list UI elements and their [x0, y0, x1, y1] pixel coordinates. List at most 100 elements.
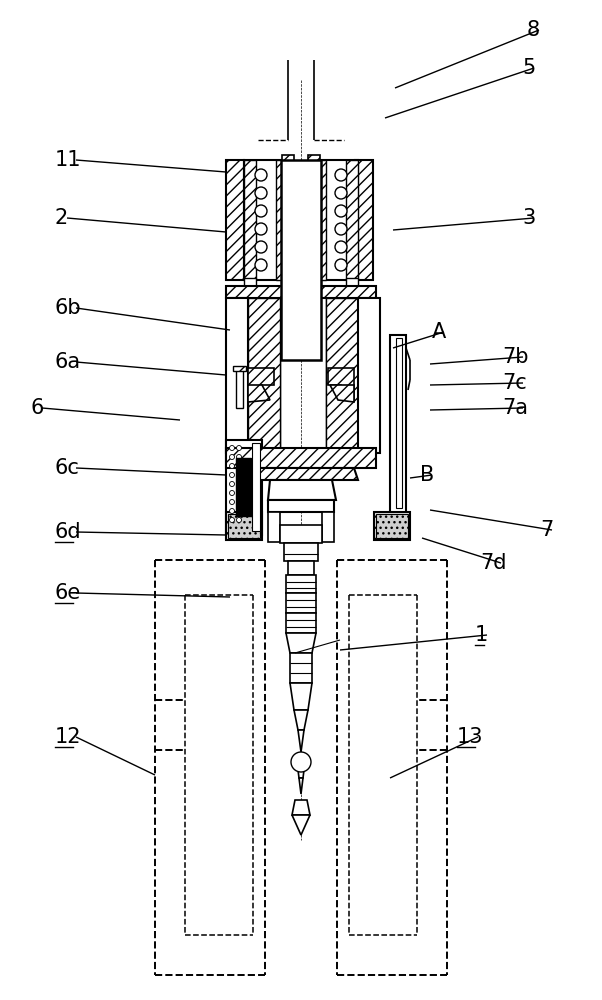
- Circle shape: [229, 446, 235, 450]
- Bar: [236, 458, 251, 516]
- Bar: [308, 155, 320, 165]
- Text: 2: 2: [55, 208, 68, 228]
- Text: 6b: 6b: [55, 298, 82, 318]
- Circle shape: [229, 464, 235, 468]
- Text: 6a: 6a: [55, 352, 81, 372]
- Bar: [376, 514, 408, 538]
- Bar: [226, 440, 262, 535]
- Circle shape: [255, 205, 267, 217]
- Bar: [394, 335, 402, 515]
- Bar: [280, 525, 322, 543]
- Bar: [248, 298, 280, 453]
- Bar: [314, 160, 326, 280]
- Polygon shape: [268, 480, 336, 500]
- Text: 8: 8: [527, 20, 540, 40]
- Circle shape: [255, 259, 267, 271]
- Bar: [226, 298, 248, 453]
- Bar: [244, 278, 256, 286]
- Bar: [355, 160, 373, 280]
- Circle shape: [237, 473, 241, 478]
- Text: 6: 6: [30, 398, 43, 418]
- Circle shape: [335, 241, 347, 253]
- Bar: [244, 160, 288, 280]
- Bar: [286, 593, 316, 613]
- Bar: [326, 298, 358, 453]
- Circle shape: [237, 454, 241, 460]
- Polygon shape: [292, 800, 310, 815]
- Bar: [226, 286, 376, 298]
- Polygon shape: [330, 385, 354, 402]
- Polygon shape: [248, 385, 270, 402]
- Text: 12: 12: [55, 727, 81, 747]
- Circle shape: [335, 187, 347, 199]
- Bar: [233, 366, 246, 371]
- Bar: [236, 368, 243, 408]
- Bar: [286, 575, 316, 593]
- Bar: [228, 514, 260, 538]
- Polygon shape: [290, 683, 312, 710]
- Bar: [268, 500, 334, 512]
- Bar: [286, 613, 316, 633]
- Polygon shape: [297, 762, 305, 778]
- Text: 1: 1: [475, 625, 488, 645]
- Bar: [288, 561, 314, 575]
- Circle shape: [255, 169, 267, 181]
- Text: 13: 13: [457, 727, 483, 747]
- Bar: [268, 512, 280, 542]
- Bar: [244, 160, 256, 280]
- Bar: [226, 448, 376, 468]
- Bar: [390, 335, 406, 515]
- Bar: [346, 160, 358, 280]
- Text: 6d: 6d: [55, 522, 82, 542]
- Text: 11: 11: [55, 150, 81, 170]
- Text: 7a: 7a: [502, 398, 528, 418]
- Circle shape: [229, 518, 235, 522]
- Circle shape: [255, 241, 267, 253]
- Circle shape: [335, 169, 347, 181]
- Circle shape: [335, 259, 347, 271]
- Polygon shape: [299, 778, 303, 794]
- Bar: [290, 653, 312, 683]
- Circle shape: [255, 223, 267, 235]
- Circle shape: [229, 490, 235, 495]
- Bar: [248, 298, 280, 453]
- Polygon shape: [248, 368, 274, 400]
- Bar: [276, 160, 288, 280]
- Circle shape: [229, 499, 235, 504]
- Polygon shape: [292, 815, 310, 835]
- Circle shape: [237, 499, 241, 504]
- Bar: [358, 298, 380, 453]
- Bar: [346, 278, 358, 286]
- Circle shape: [229, 454, 235, 460]
- Text: 7b: 7b: [502, 347, 529, 367]
- Text: 6c: 6c: [55, 458, 80, 478]
- Circle shape: [237, 508, 241, 514]
- Circle shape: [229, 482, 235, 487]
- Text: 7: 7: [540, 520, 553, 540]
- Bar: [314, 160, 358, 280]
- Bar: [326, 298, 358, 453]
- Polygon shape: [328, 368, 354, 400]
- Polygon shape: [298, 730, 304, 752]
- Circle shape: [237, 482, 241, 487]
- Circle shape: [237, 446, 241, 450]
- Polygon shape: [286, 633, 316, 653]
- Bar: [374, 512, 410, 540]
- Polygon shape: [294, 710, 308, 730]
- Bar: [396, 338, 402, 508]
- Text: A: A: [432, 322, 446, 342]
- Text: B: B: [420, 465, 434, 485]
- Bar: [322, 512, 334, 542]
- Bar: [226, 160, 244, 280]
- Text: 5: 5: [522, 58, 535, 78]
- Circle shape: [229, 473, 235, 478]
- Circle shape: [335, 205, 347, 217]
- Circle shape: [237, 490, 241, 495]
- Text: 3: 3: [522, 208, 535, 228]
- Circle shape: [237, 464, 241, 468]
- Bar: [281, 160, 321, 360]
- Polygon shape: [244, 468, 358, 480]
- Bar: [226, 512, 262, 540]
- Circle shape: [237, 518, 241, 522]
- Bar: [252, 443, 260, 531]
